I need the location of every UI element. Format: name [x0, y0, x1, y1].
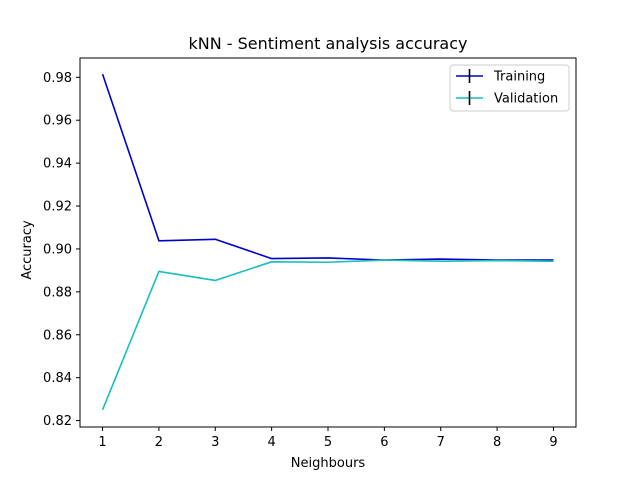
series-line-training [101, 73, 554, 261]
x-tick-label: 2 [155, 435, 163, 450]
y-tick-label: 0.96 [43, 114, 72, 129]
y-axis-label: Accuracy [20, 220, 35, 280]
y-tick-label: 0.82 [43, 414, 72, 429]
x-tick-label: 1 [98, 435, 106, 450]
series-line-validation [101, 259, 554, 411]
x-axis-label: Neighbours [291, 456, 366, 471]
x-tick-label: 4 [267, 435, 275, 450]
chart-title: kNN - Sentiment analysis accuracy [189, 34, 468, 53]
x-tick-label: 7 [437, 435, 445, 450]
y-tick-label: 0.94 [43, 157, 72, 172]
plot-area: 1 2 3 4 5 6 7 8 9 0.82 0.84 0.86 0.88 0.90 0.92 0.94 0.9… [43, 57, 577, 450]
x-tick-label: 9 [549, 435, 557, 450]
y-tick-label: 0.86 [43, 328, 72, 343]
x-tick-label: 6 [380, 435, 388, 450]
y-tick-label: 0.98 [43, 71, 72, 86]
x-tick-label: 3 [211, 435, 219, 450]
x-tick-label: 8 [493, 435, 501, 450]
legend-label-validation: Validation [494, 92, 558, 107]
y-tick-label: 0.90 [43, 242, 72, 257]
y-tick-label: 0.84 [43, 371, 72, 386]
legend: Training Validation [449, 64, 570, 112]
x-tick-label: 5 [324, 435, 332, 450]
legend-label-training: Training [493, 70, 545, 85]
y-tick-label: 0.88 [43, 285, 72, 300]
y-tick-label: 0.92 [43, 200, 72, 215]
